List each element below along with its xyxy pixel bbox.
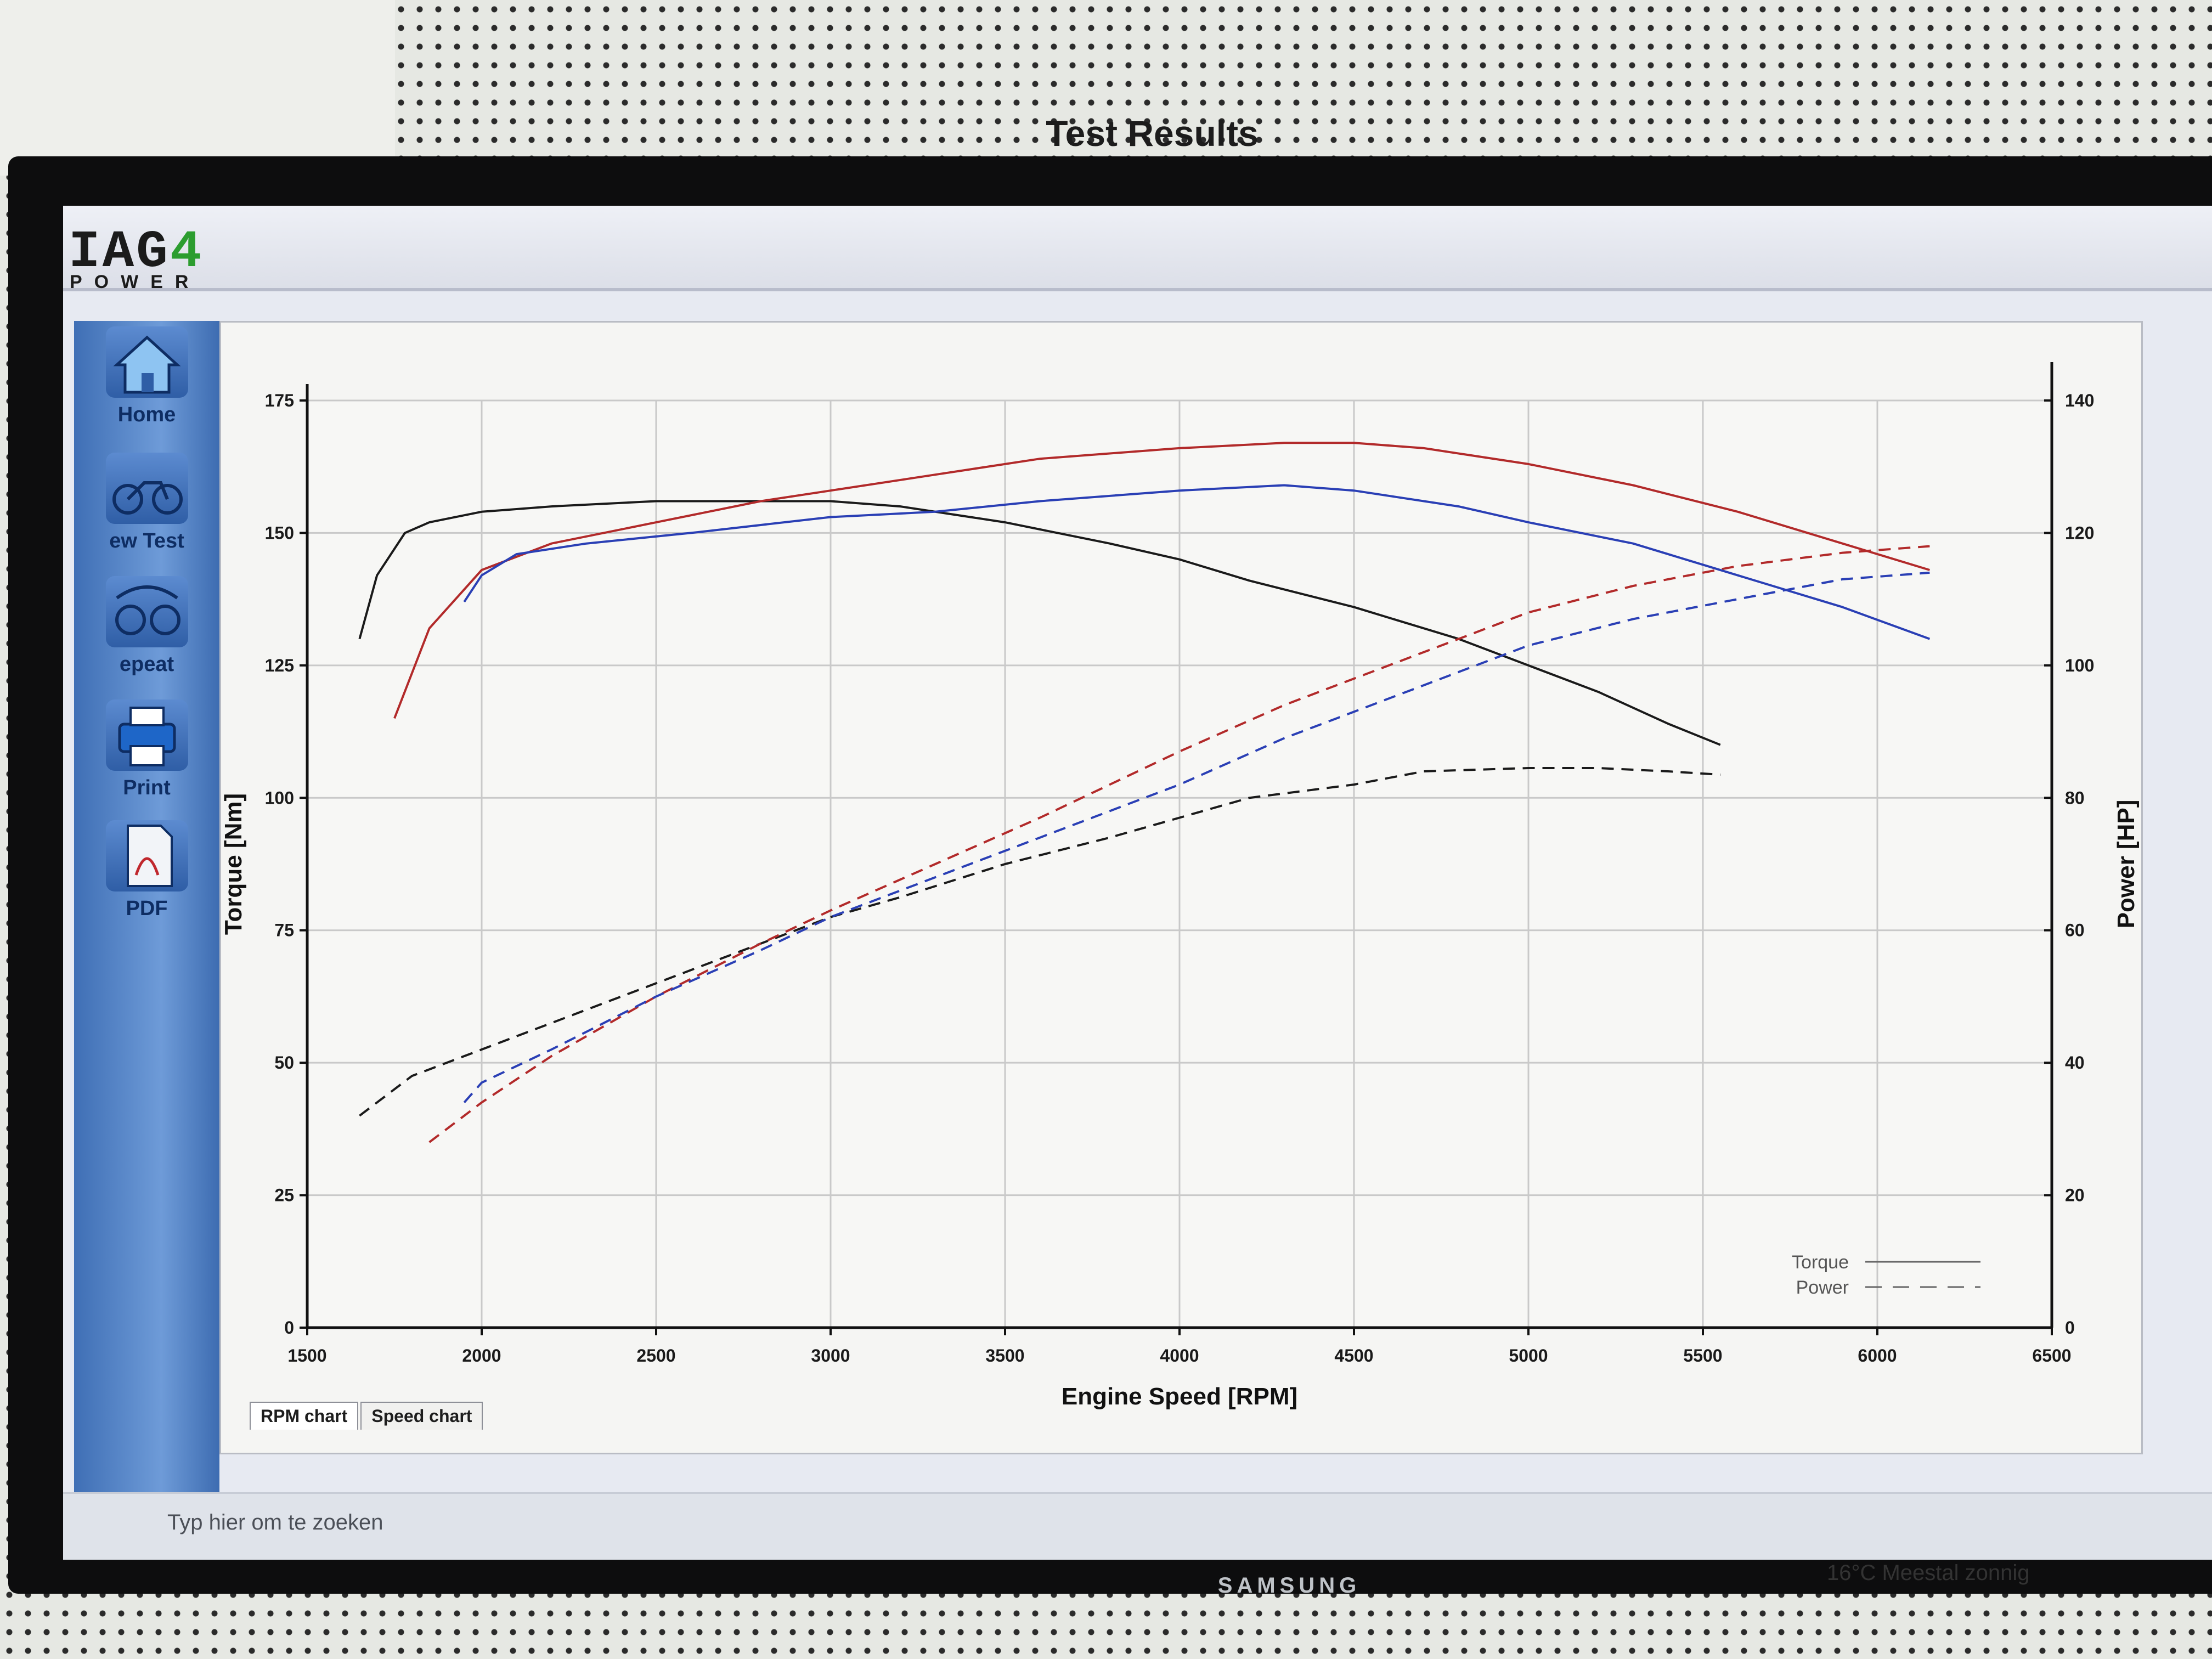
y-tick-label-left: 100: [265, 788, 294, 808]
sidebar-item-label: PDF: [126, 897, 168, 920]
sidebar-item-home[interactable]: Home: [74, 326, 219, 427]
sidebar-item-print[interactable]: Print: [74, 699, 219, 800]
sidebar-item-pdf[interactable]: PDF: [74, 820, 219, 921]
y-tick-label-left: 75: [274, 921, 294, 940]
sidebar-item-new-test[interactable]: ew Test: [74, 453, 219, 553]
app-logo: IAG4: [69, 222, 204, 282]
taskbar: [63, 1492, 2212, 1560]
y-tick-label-left: 150: [265, 523, 294, 543]
y-tick-label-right: 0: [2065, 1318, 2075, 1338]
repeat-motorcycle-icon: [105, 576, 188, 647]
x-tick-label: 5000: [1509, 1346, 1548, 1365]
sidebar-item-label: epeat: [119, 653, 174, 676]
y-tick-label-right: 140: [2065, 391, 2094, 410]
logo-text: IAG: [69, 222, 170, 282]
x-axis-label: Engine Speed [RPM]: [1062, 1383, 1297, 1410]
y-tick-label-right: 60: [2065, 921, 2085, 940]
sidebar-item-label: ew Test: [109, 529, 184, 552]
y-tick-label-left: 175: [265, 391, 294, 410]
x-tick-label: 3000: [811, 1346, 850, 1365]
legend-label: Power: [1796, 1277, 1849, 1298]
legend-label: Torque: [1792, 1252, 1849, 1273]
torque-curve: [393, 442, 1930, 719]
pdf-icon: [105, 820, 188, 891]
y-axis-label-left: Torque [Nm]: [220, 793, 247, 935]
x-tick-label: 6500: [2032, 1346, 2071, 1365]
x-tick-label: 2500: [636, 1346, 675, 1365]
y-tick-label-left: 0: [284, 1318, 294, 1338]
torque-curve: [463, 484, 1931, 640]
chart-title: Test Results: [1046, 113, 1259, 154]
power-curve: [359, 767, 1720, 1117]
power-curve: [428, 545, 1930, 1143]
y-tick-label-right: 100: [2065, 656, 2094, 675]
motorcycle-icon: [105, 453, 188, 524]
taskbar-weather[interactable]: 16°C Meestal zonnig: [1827, 1561, 2030, 1585]
x-tick-label: 5500: [1683, 1346, 1722, 1365]
monitor-brand: SAMSUNG: [1217, 1573, 1361, 1598]
x-tick-label: 4000: [1160, 1346, 1199, 1365]
y-tick-label-left: 125: [265, 656, 294, 675]
home-icon: [105, 326, 188, 398]
x-tick-label: 3500: [985, 1346, 1024, 1365]
tab-speed-chart[interactable]: Speed chart: [360, 1402, 483, 1430]
chart-tabs: RPM chart Speed chart: [250, 1402, 485, 1430]
y-tick-label-left: 50: [274, 1053, 294, 1073]
torque-curve: [358, 500, 1721, 746]
taskbar-search[interactable]: Typ hier om te zoeken: [167, 1510, 383, 1534]
y-axis-label-right: Power [HP]: [2113, 800, 2140, 929]
y-tick-label-left: 25: [274, 1186, 294, 1205]
power-curve: [463, 571, 1930, 1103]
wall-panel: [0, 0, 395, 176]
logo-accent: 4: [170, 222, 204, 282]
y-tick-label-right: 80: [2065, 788, 2085, 808]
sidebar-item-label: Home: [117, 403, 176, 426]
logo-subtitle: POWER: [70, 272, 201, 292]
tab-rpm-chart[interactable]: RPM chart: [250, 1402, 359, 1430]
x-tick-label: 1500: [287, 1346, 326, 1365]
y-tick-label-right: 20: [2065, 1186, 2085, 1205]
x-tick-label: 4500: [1334, 1346, 1373, 1365]
sidebar-item-label: Print: [123, 776, 171, 799]
app-header: IAG4 POWER: [63, 206, 2212, 292]
sidebar-item-repeat[interactable]: epeat: [74, 576, 219, 676]
x-tick-label: 2000: [462, 1346, 501, 1365]
y-tick-label-right: 40: [2065, 1053, 2085, 1073]
y-tick-label-right: 120: [2065, 523, 2094, 543]
printer-icon: [105, 699, 188, 771]
sidebar: Home ew Test epeat Print PDF: [74, 321, 219, 1533]
x-tick-label: 6000: [1858, 1346, 1897, 1365]
